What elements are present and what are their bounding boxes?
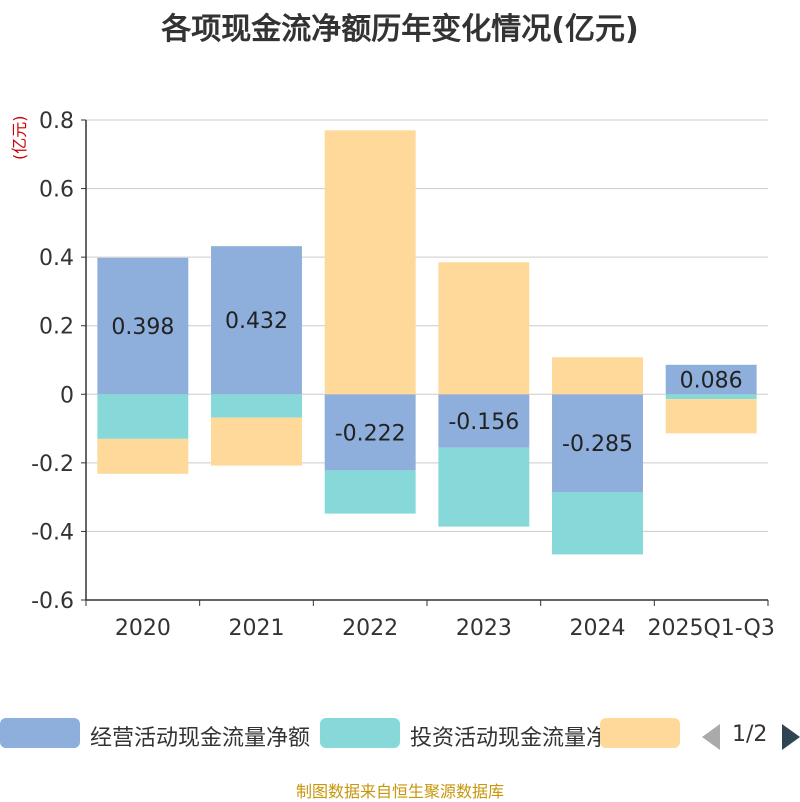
bar-series-1-2021[interactable] bbox=[211, 394, 302, 418]
bar-series-0-2021[interactable] bbox=[211, 246, 302, 395]
bar-series-0-2023[interactable] bbox=[438, 394, 530, 448]
legend-swatch-financing bbox=[600, 718, 680, 748]
y-tick-label: 0 bbox=[60, 383, 74, 408]
bar-series-1-2023[interactable] bbox=[438, 447, 530, 527]
bars bbox=[97, 130, 757, 555]
legend-next-icon[interactable] bbox=[782, 724, 800, 750]
data-label: -0.285 bbox=[562, 432, 633, 457]
bar-series-1-2025Q1-Q3[interactable] bbox=[665, 394, 757, 400]
bar-series-0-2024[interactable] bbox=[552, 394, 643, 492]
data-labels: 0.398 0.432 -0.222 -0.156 -0.285 0.086 bbox=[111, 309, 742, 457]
bar-series-0-2022[interactable] bbox=[324, 394, 416, 471]
y-tick-label: -0.4 bbox=[31, 520, 74, 545]
y-tick-label: -0.2 bbox=[31, 452, 74, 477]
y-tick-label: 0.4 bbox=[39, 246, 74, 271]
x-tick-label: 2023 bbox=[456, 616, 512, 641]
bar-series-0-2020[interactable] bbox=[97, 257, 189, 395]
bar-series-2-2023[interactable] bbox=[438, 262, 530, 395]
legend-label-operating: 经营活动现金流量净额 bbox=[90, 726, 311, 751]
chart-title: 各项现金流净额历年变化情况(亿元) bbox=[161, 12, 639, 47]
legend-label-investing: 投资活动现金流量净额 bbox=[410, 726, 631, 751]
x-tick-label: 2020 bbox=[115, 616, 171, 641]
data-label: -0.156 bbox=[448, 410, 519, 435]
legend-swatch-investing bbox=[320, 718, 400, 748]
bar-series-1-2020[interactable] bbox=[97, 394, 189, 439]
y-tick-label: 0.6 bbox=[39, 178, 74, 203]
data-label: -0.222 bbox=[335, 421, 406, 446]
bar-series-2-2024[interactable] bbox=[552, 357, 643, 395]
bar-series-2-2022[interactable] bbox=[324, 130, 416, 395]
data-label: 0.398 bbox=[111, 315, 174, 340]
x-tick-label: 2024 bbox=[570, 616, 626, 641]
bar-series-2-2020[interactable] bbox=[97, 438, 189, 474]
bar-series-0-2025Q1-Q3[interactable] bbox=[665, 364, 757, 395]
legend-page-indicator: 1/2 bbox=[732, 722, 768, 747]
legend-prev-icon[interactable] bbox=[702, 724, 720, 750]
x-tick-label: 2025Q1-Q3 bbox=[647, 616, 774, 641]
x-tick-label: 2022 bbox=[342, 616, 398, 641]
y-tick-label: 0.8 bbox=[39, 109, 74, 134]
data-label: 0.086 bbox=[680, 369, 743, 394]
bar-series-1-2022[interactable] bbox=[324, 470, 416, 514]
data-source-footer: 制图数据来自恒生聚源数据库 bbox=[295, 782, 504, 801]
bar-series-2-2021[interactable] bbox=[211, 417, 302, 466]
legend-pager: 1/2 bbox=[700, 720, 800, 750]
data-label: 0.432 bbox=[225, 309, 288, 334]
y-tick-label: -0.6 bbox=[31, 589, 74, 614]
axes: 0.8 0.6 0.4 0.2 0 -0.2 -0.4 -0.6 2020 2021 2022 202… bbox=[31, 109, 775, 641]
bar-chart: 0.8 0.6 0.4 0.2 0 -0.2 -0.4 -0.6 2020 2021 2022 202… bbox=[31, 109, 775, 641]
x-tick-label: 2021 bbox=[229, 616, 285, 641]
bar-series-1-2024[interactable] bbox=[552, 492, 643, 555]
y-tick-label: 0.2 bbox=[39, 315, 74, 340]
legend-swatch-operating bbox=[0, 718, 80, 748]
bar-series-2-2025Q1-Q3[interactable] bbox=[665, 399, 757, 434]
legend: 经营活动现金流量净额 投资活动现金流量净额 1/2 bbox=[0, 712, 800, 756]
